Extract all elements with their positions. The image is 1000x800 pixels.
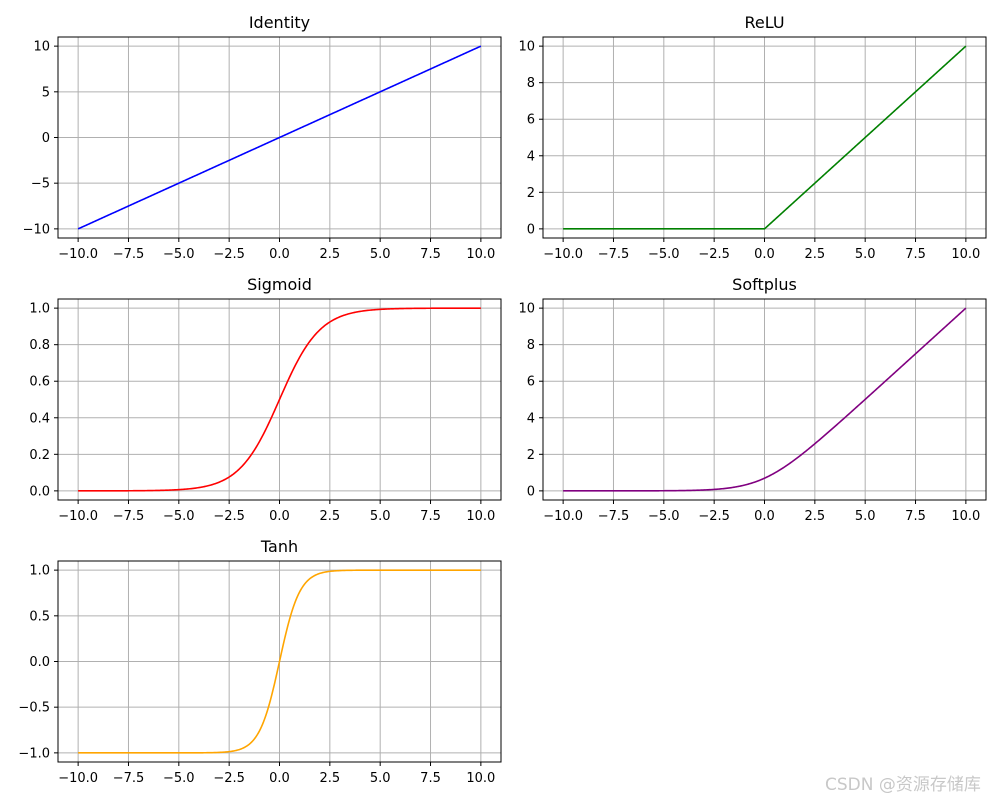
relu-curve (563, 45, 967, 230)
y-tick-label: 0.0 (29, 655, 50, 670)
y-tick-label: 0.0 (29, 484, 50, 499)
y-tick-label: 6 (527, 375, 535, 390)
x-tick-label: 10.0 (466, 509, 495, 524)
sigmoid-curve (78, 307, 481, 492)
x-tick-label: −5.0 (163, 771, 195, 786)
y-tick-label: 1.0 (29, 302, 50, 317)
y-tick-label: 0.6 (29, 375, 50, 390)
x-tick-label: −7.5 (113, 247, 145, 262)
x-tick-label: −7.5 (113, 509, 145, 524)
x-tick-label: 0.0 (269, 247, 290, 262)
subplot-title: Tanh (260, 537, 298, 556)
y-tick-label: 10 (33, 40, 50, 55)
subplot-title: ReLU (744, 13, 784, 32)
y-tick-label: 0.4 (29, 411, 50, 426)
x-tick-label: 10.0 (951, 509, 980, 524)
y-tick-label: 0.5 (29, 609, 50, 624)
y-tick-label: 5 (42, 85, 50, 100)
x-tick-label: 2.5 (804, 509, 825, 524)
y-tick-label: 4 (527, 411, 535, 426)
y-tick-label: 2 (527, 448, 535, 463)
subplot-identity: −10.0 −7.5 −5.0 −2.5 0.0 2.5 5.0 7.5 10.0 −10 −5 0 5… (23, 13, 502, 262)
x-tick-label: 5.0 (370, 771, 391, 786)
y-tick-label: 10 (518, 302, 535, 317)
y-tick-label: 8 (527, 338, 535, 353)
subplot-relu: −10.0 −7.5 −5.0 −2.5 0.0 2.5 5.0 7.5 10.0 0 2 4 6 8 10… (518, 13, 987, 262)
x-tick-label: −10.0 (58, 509, 98, 524)
y-tick-label: −1.0 (18, 746, 50, 761)
x-tick-label: 5.0 (855, 247, 876, 262)
y-tick-label: 1.0 (29, 564, 50, 579)
x-tick-label: −2.5 (698, 509, 730, 524)
x-tick-label: 2.5 (319, 509, 340, 524)
x-tick-label: 0.0 (754, 509, 775, 524)
x-tick-label: 10.0 (466, 247, 495, 262)
x-tick-label: 0.0 (269, 509, 290, 524)
y-tick-label: −10 (23, 222, 50, 237)
x-tick-label: −2.5 (213, 771, 245, 786)
x-tick-label: 5.0 (370, 247, 391, 262)
y-tick-label: −0.5 (18, 701, 50, 716)
y-tick-label: 8 (527, 76, 535, 91)
x-tick-label: −5.0 (648, 509, 680, 524)
y-tick-label: 0 (527, 222, 535, 237)
subplot-title: Sigmoid (247, 275, 312, 294)
x-tick-label: −10.0 (543, 509, 583, 524)
x-tick-label: 7.5 (905, 509, 926, 524)
x-tick-label: 2.5 (319, 247, 340, 262)
watermark: CSDN @资源存储库 (825, 775, 981, 795)
x-tick-label: 10.0 (466, 771, 495, 786)
y-tick-label: −5 (31, 177, 50, 192)
x-tick-label: −7.5 (598, 509, 630, 524)
subplot-title: Identity (249, 13, 310, 32)
x-tick-label: 0.0 (754, 247, 775, 262)
subplot-tanh: −10.0 −7.5 −5.0 −2.5 0.0 2.5 5.0 7.5 10.0 −1.0 −0.… (18, 537, 502, 786)
x-tick-label: −2.5 (213, 509, 245, 524)
x-tick-label: −5.0 (163, 247, 195, 262)
x-tick-label: 2.5 (804, 247, 825, 262)
x-tick-label: −2.5 (213, 247, 245, 262)
x-tick-label: −10.0 (58, 771, 98, 786)
x-tick-label: 2.5 (319, 771, 340, 786)
y-tick-label: 0.8 (29, 338, 50, 353)
x-tick-label: 5.0 (370, 509, 391, 524)
x-tick-label: 7.5 (905, 247, 926, 262)
y-tick-label: 0.2 (29, 448, 50, 463)
x-tick-label: −10.0 (58, 247, 98, 262)
y-tick-label: 10 (518, 40, 535, 55)
softplus-curve (563, 307, 967, 492)
subplot-title: Softplus (732, 275, 797, 294)
x-tick-label: 7.5 (420, 771, 441, 786)
y-tick-label: 2 (527, 186, 535, 201)
x-tick-label: −2.5 (698, 247, 730, 262)
x-tick-label: −7.5 (598, 247, 630, 262)
subplot-sigmoid: −10.0 −7.5 −5.0 −2.5 0.0 2.5 5.0 7.5 10.0 0.0 0.2 0… (29, 275, 502, 524)
x-tick-label: 5.0 (855, 509, 876, 524)
x-tick-label: 0.0 (269, 771, 290, 786)
x-tick-label: −5.0 (163, 509, 195, 524)
y-tick-label: 6 (527, 113, 535, 128)
subplot-softplus: −10.0 −7.5 −5.0 −2.5 0.0 2.5 5.0 7.5 10.0 0 2 4 6 8 10… (518, 275, 987, 524)
tanh-curve (78, 569, 481, 754)
x-tick-label: 10.0 (951, 247, 980, 262)
x-tick-label: −5.0 (648, 247, 680, 262)
y-tick-label: 0 (42, 131, 50, 146)
y-tick-label: 0 (527, 484, 535, 499)
x-tick-label: 7.5 (420, 247, 441, 262)
x-tick-label: −7.5 (113, 771, 145, 786)
x-tick-label: −10.0 (543, 247, 583, 262)
y-tick-label: 4 (527, 149, 535, 164)
x-tick-label: 7.5 (420, 509, 441, 524)
identity-curve (77, 45, 482, 230)
